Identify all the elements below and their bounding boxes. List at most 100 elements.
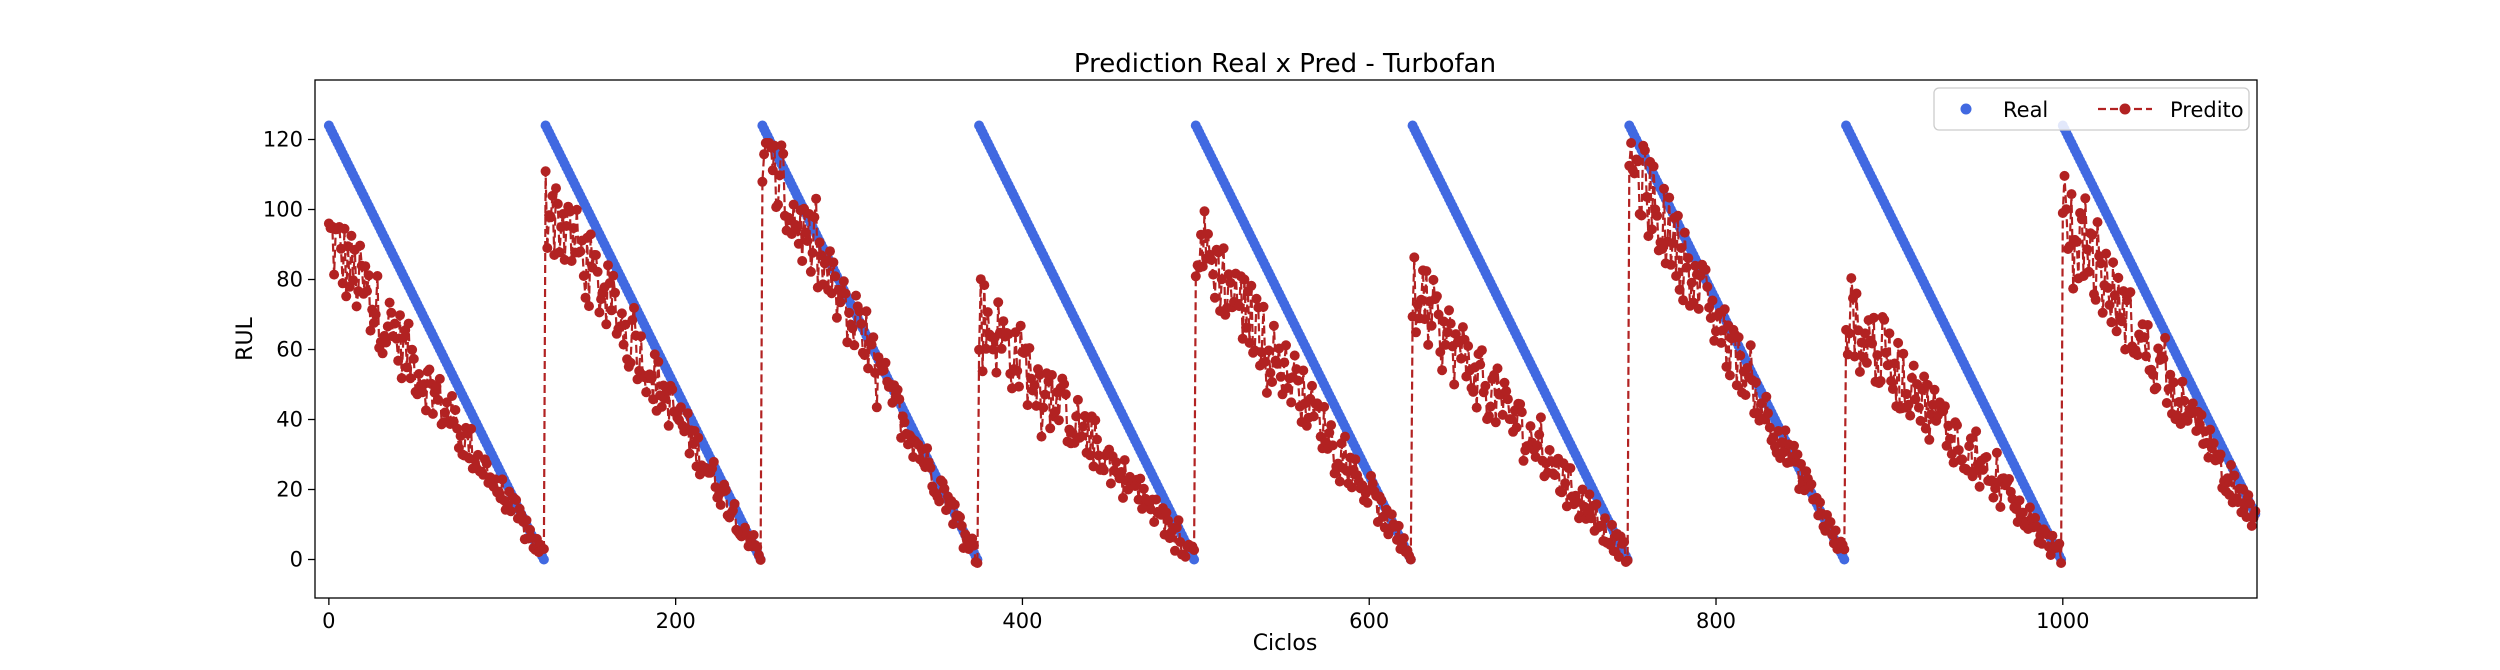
pred-point <box>2113 272 2124 283</box>
pred-point <box>2205 424 2216 435</box>
pred-point <box>1281 340 1291 351</box>
x-tick-label: 200 <box>656 609 696 633</box>
pred-point <box>2160 332 2171 343</box>
pred-point <box>1860 328 1871 339</box>
pred-point <box>450 405 461 415</box>
pred-point <box>2095 258 2106 269</box>
pred-point <box>1078 421 1089 432</box>
pred-point <box>934 496 945 507</box>
pred-point <box>1308 411 1319 422</box>
pred-point <box>1093 450 1104 461</box>
pred-point <box>584 301 594 312</box>
pred-point <box>608 270 619 281</box>
pred-point <box>1740 390 1751 400</box>
pred-point <box>693 432 704 443</box>
pred-point <box>1629 168 1640 179</box>
pred-point <box>774 170 785 181</box>
pred-point <box>1745 340 1756 351</box>
pred-point <box>2226 460 2236 470</box>
pred-point <box>1449 379 1460 390</box>
pred-point <box>603 260 613 271</box>
real-point <box>1839 554 1850 565</box>
pred-point <box>1350 454 1361 465</box>
pred-point <box>427 408 438 419</box>
pred-point <box>1671 271 1682 281</box>
pred-point <box>1633 156 1643 167</box>
pred-point <box>1024 343 1035 354</box>
pred-point <box>649 349 660 360</box>
plot-area <box>323 120 2261 568</box>
pred-point <box>1431 291 1442 302</box>
pred-point <box>1476 345 1487 356</box>
pred-point <box>1898 348 1909 359</box>
pred-point <box>372 271 383 281</box>
pred-point <box>1239 274 1250 285</box>
pred-point <box>871 402 882 413</box>
pred-point <box>663 420 674 431</box>
pred-point <box>2125 287 2136 298</box>
real-point <box>538 554 549 565</box>
real-point <box>1189 554 1200 565</box>
pred-point <box>2250 506 2261 517</box>
legend-pred-label: Predito <box>2170 98 2244 122</box>
pred-point <box>1641 191 1652 202</box>
pred-point <box>1659 183 1669 194</box>
pred-point <box>1244 337 1255 348</box>
pred-point <box>1905 410 1916 421</box>
pred-point <box>868 332 879 343</box>
pred-point <box>447 391 457 401</box>
legend-real-marker <box>1960 103 1972 115</box>
pred-point <box>1667 238 1678 249</box>
pred-point <box>1515 399 1526 410</box>
pred-point <box>1246 280 1257 291</box>
pred-point <box>1648 161 1659 172</box>
pred-point <box>2168 377 2179 388</box>
pred-point <box>1518 455 1529 466</box>
pred-point <box>545 212 556 223</box>
series-pred <box>323 138 2261 568</box>
pred-point <box>1206 254 1217 265</box>
pred-point <box>381 337 392 348</box>
pred-point <box>1225 277 1236 288</box>
pred-point <box>1693 303 1704 314</box>
pred-point <box>1426 320 1437 331</box>
pred-point <box>2111 326 2122 337</box>
pred-point <box>1596 520 1607 531</box>
pred-point <box>1952 420 1962 431</box>
pred-point <box>767 165 778 176</box>
pred-point <box>341 291 352 302</box>
y-tick-label: 100 <box>263 198 303 222</box>
pred-point <box>1780 425 1791 436</box>
pred-point <box>2139 332 2150 343</box>
pred-point <box>1053 415 1064 426</box>
pred-point <box>1686 277 1697 288</box>
pred-point <box>988 344 998 355</box>
pred-point <box>656 401 667 412</box>
x-axis-label: Ciclos <box>1253 631 1318 656</box>
pred-point <box>2161 398 2172 408</box>
pred-point <box>2187 398 2198 409</box>
pred-point <box>1910 394 1921 405</box>
pred-point <box>1319 401 1330 412</box>
pred-point <box>393 355 404 366</box>
pred-point <box>417 387 428 398</box>
pred-point <box>802 236 813 246</box>
pred-point <box>2024 502 2035 513</box>
pred-point <box>1532 440 1543 451</box>
axis-ticks: 0 200 400 600 800 1000 0 20 40 60 80 100 120 <box>263 128 2090 634</box>
x-tick-label: 400 <box>1002 609 1042 633</box>
pred-point <box>566 256 577 266</box>
pred-point <box>1197 261 1208 272</box>
pred-point <box>1664 192 1675 203</box>
pred-point <box>2068 283 2079 294</box>
pred-point <box>854 306 865 317</box>
pred-point <box>1678 295 1689 306</box>
pred-point <box>1367 478 1378 489</box>
pred-point <box>1974 481 1985 492</box>
pred-point <box>993 297 1004 308</box>
pred-point <box>1116 467 1127 477</box>
pred-point <box>1716 337 1727 348</box>
pred-point <box>1991 447 2002 458</box>
pred-point <box>1393 520 1404 531</box>
